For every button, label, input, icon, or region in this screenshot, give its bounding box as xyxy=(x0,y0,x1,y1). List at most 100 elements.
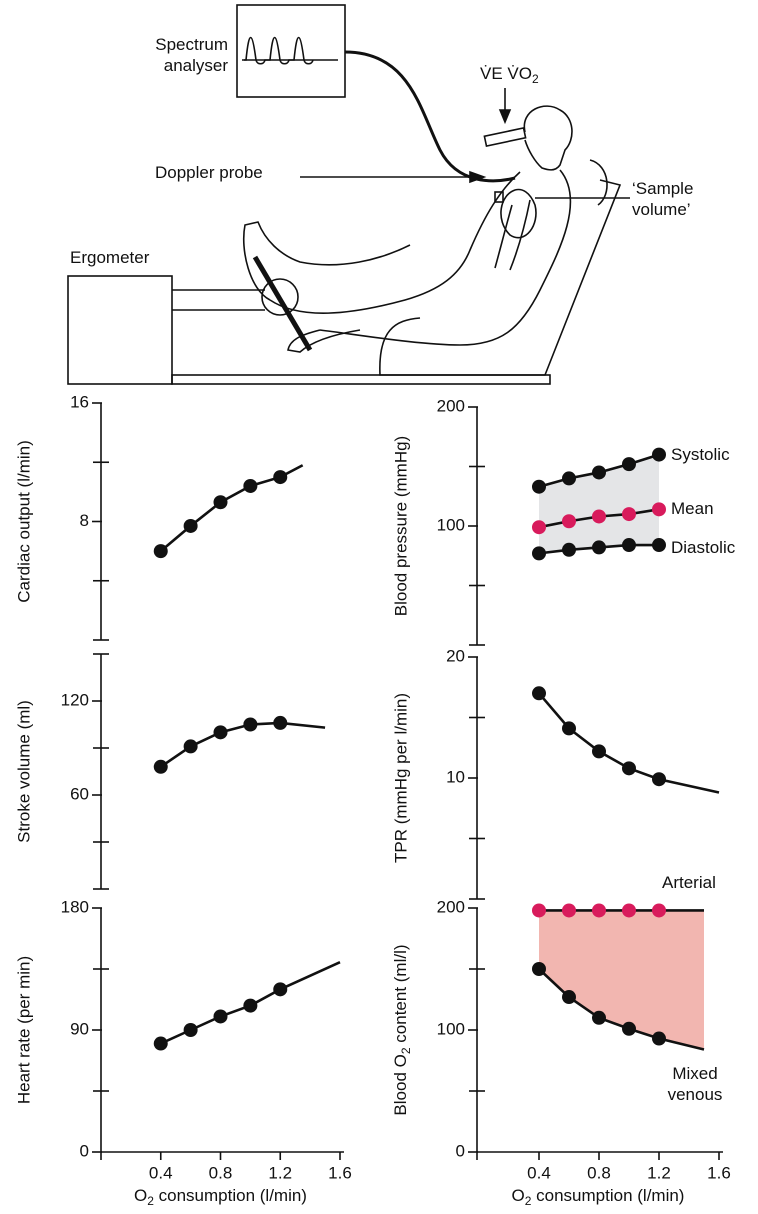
data-point xyxy=(592,744,606,759)
y-tick-label: 10 xyxy=(446,767,465,786)
data-point xyxy=(243,478,258,493)
x-tick-label: 0.4 xyxy=(527,1163,551,1182)
body-back xyxy=(319,169,572,346)
ergometer-box xyxy=(67,275,173,385)
data-point xyxy=(243,998,258,1013)
probe xyxy=(494,191,504,203)
label-part: content (ml/l) xyxy=(391,944,410,1047)
label-part: consumption (l/min) xyxy=(531,1186,684,1205)
y-tick-label: 200 xyxy=(437,396,465,415)
y-tick-label: 60 xyxy=(70,784,89,803)
headrest xyxy=(589,159,608,206)
data-point xyxy=(183,518,198,533)
data-point xyxy=(532,686,546,701)
y-tick-label: 200 xyxy=(437,897,465,916)
data-point xyxy=(652,903,666,918)
label-part: O xyxy=(134,1186,147,1205)
data-point xyxy=(562,471,576,486)
data-point xyxy=(213,725,228,740)
data-point xyxy=(532,546,546,561)
x-tick-label: 1.6 xyxy=(707,1163,731,1182)
x-axis-label: O2 consumption (l/min) xyxy=(134,1186,307,1208)
label-subscript: 2 xyxy=(399,1047,413,1054)
label-part: Blood O xyxy=(391,1054,410,1115)
y-tick-label: 0 xyxy=(456,1141,465,1160)
series-label: Mean xyxy=(671,499,714,518)
data-point xyxy=(243,717,258,732)
sample-label: ‘Sample volume’ xyxy=(632,179,694,219)
arrow-head xyxy=(498,109,512,125)
data-point xyxy=(592,1010,606,1025)
data-point xyxy=(153,544,168,559)
y-tick-label: 90 xyxy=(70,1019,89,1038)
data-point xyxy=(532,479,546,494)
label-part: O xyxy=(512,1186,525,1205)
data-point xyxy=(273,470,288,485)
data-point xyxy=(622,538,636,553)
y-axis-label: Blood O2 content (ml/l) xyxy=(391,944,413,1115)
y-tick-label: 120 xyxy=(61,690,89,709)
data-point xyxy=(592,903,606,918)
data-point xyxy=(652,447,666,462)
x-tick-label: 1.2 xyxy=(647,1163,671,1182)
x-tick-label: 0.8 xyxy=(209,1163,233,1182)
crank-wheel xyxy=(261,278,299,316)
label-part: consumption (l/min) xyxy=(154,1186,307,1205)
data-point xyxy=(532,520,546,535)
data-point xyxy=(153,759,168,774)
data-point xyxy=(622,903,636,918)
data-point xyxy=(622,761,636,776)
data-point xyxy=(622,1021,636,1036)
cable xyxy=(344,50,516,183)
data-point xyxy=(592,465,606,480)
y-axis-label: TPR (mmHg per l/min) xyxy=(391,693,410,863)
data-point xyxy=(562,990,576,1005)
data-point xyxy=(273,715,288,730)
data-point xyxy=(153,1036,168,1051)
platform xyxy=(171,374,551,385)
x-axis-label: O2 consumption (l/min) xyxy=(512,1186,685,1208)
label-subscript: 2 xyxy=(532,72,539,86)
data-point xyxy=(562,514,576,529)
leg-upper xyxy=(242,221,411,301)
y-tick-label: 100 xyxy=(437,515,465,534)
series-label: Mixed venous xyxy=(667,1064,723,1104)
y-tick-label: 180 xyxy=(61,897,89,916)
y-axis-label: Cardiac output (l/min) xyxy=(14,440,33,603)
crank xyxy=(252,255,313,352)
data-point xyxy=(532,903,546,918)
spectrum-label: Spectrum analyser xyxy=(155,35,228,75)
data-point xyxy=(213,1009,228,1024)
doppler-label: Doppler probe xyxy=(155,163,263,182)
data-point xyxy=(652,538,666,553)
y-tick-label: 20 xyxy=(446,646,465,665)
label-subscript: 2 xyxy=(147,1194,154,1208)
arrow-head xyxy=(469,170,487,184)
data-point xyxy=(622,457,636,472)
data-point xyxy=(183,739,198,754)
data-point xyxy=(273,982,288,997)
label-subscript: 2 xyxy=(525,1194,532,1208)
data-point xyxy=(652,772,666,787)
y-tick-label: 16 xyxy=(70,392,89,411)
ergometer-label: Ergometer xyxy=(70,248,150,267)
head xyxy=(523,105,573,171)
series-label: Systolic xyxy=(671,445,730,464)
x-tick-label: 0.8 xyxy=(587,1163,611,1182)
series-label: Arterial xyxy=(662,873,716,892)
fill-area xyxy=(539,910,704,1050)
data-point xyxy=(562,721,576,736)
x-tick-label: 1.2 xyxy=(268,1163,292,1182)
y-axis-label: Heart rate (per min) xyxy=(14,956,33,1104)
x-tick-label: 0.4 xyxy=(149,1163,173,1182)
data-point xyxy=(652,1031,666,1046)
data-point xyxy=(562,903,576,918)
data-point xyxy=(592,540,606,555)
x-tick-label: 1.6 xyxy=(328,1163,352,1182)
y-tick-label: 100 xyxy=(437,1019,465,1038)
data-point xyxy=(532,962,546,976)
body-front xyxy=(269,171,521,314)
series-line xyxy=(538,692,720,794)
